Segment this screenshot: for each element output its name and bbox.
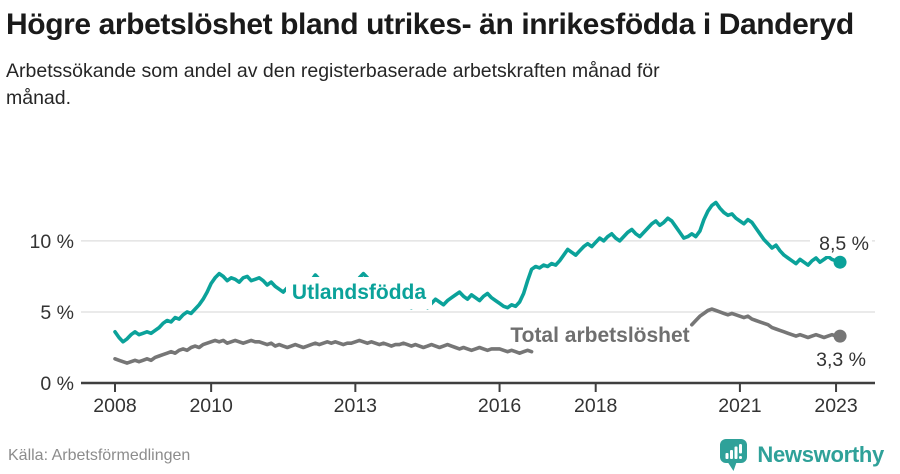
x-tick-label: 2013 (334, 395, 377, 417)
chart-title: Högre arbetslöshet bland utrikes- än inr… (6, 8, 854, 41)
x-tick-label: 2018 (574, 395, 617, 417)
end-value-label-utlandsfodda: 8,5 % (819, 233, 869, 255)
series-line-total-arbetsloshet (113, 307, 842, 365)
x-tick-label: 2010 (189, 395, 233, 417)
x-tick-label: 2023 (814, 395, 857, 417)
end-dot-total-arbetsloshet (833, 329, 847, 343)
source-note: Källa: Arbetsförmedlingen (8, 447, 191, 464)
x-tick-label: 2021 (718, 395, 761, 417)
series-label-utlandsfodda: Utlandsfödda (292, 281, 426, 304)
x-tick-label: 2008 (93, 395, 136, 417)
y-tick-label: 10 % (30, 231, 74, 253)
newsworthy-wordmark: Newsworthy (757, 442, 884, 467)
line-chart: 0 % 5 % 10 % 2008 2010 2013 2016 2018 2021 2023 Ut… (30, 200, 875, 417)
end-dot-utlandsfodda (833, 255, 847, 269)
chart-subtitle: Arbetssökande som andel av den registerb… (6, 60, 660, 109)
newsworthy-logo[interactable]: Newsworthy (719, 438, 884, 472)
series-line-utlandsfodda (113, 200, 842, 344)
newsworthy-icon (720, 439, 748, 471)
label-knockout (810, 232, 872, 256)
y-tick-label: 0 % (40, 373, 74, 395)
y-tick-label: 5 % (40, 302, 74, 324)
label-knockout (286, 277, 432, 309)
series-label-total-arbetsloshet: Total arbetslöshet (510, 324, 689, 347)
x-tick-label: 2016 (478, 395, 521, 417)
end-value-label-total-arbetsloshet: 3,3 % (816, 349, 866, 371)
